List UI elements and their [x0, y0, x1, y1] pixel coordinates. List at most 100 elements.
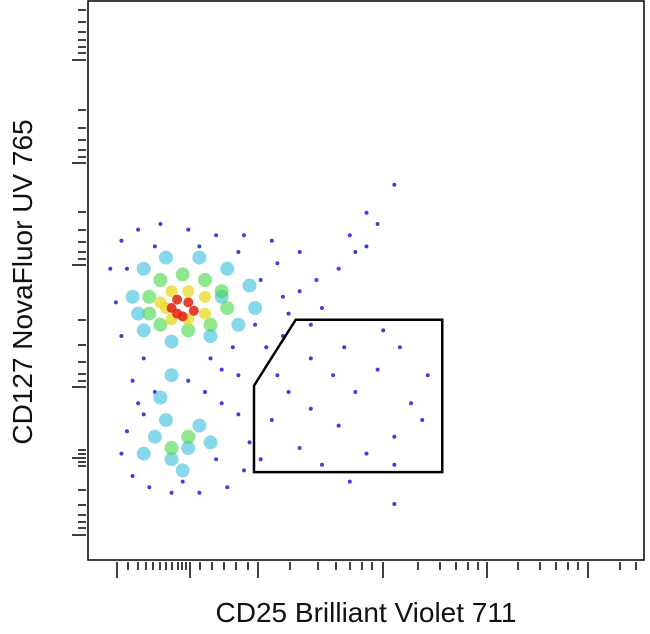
data-point	[188, 305, 199, 316]
data-point	[236, 412, 241, 417]
data-point	[347, 479, 352, 484]
data-point	[169, 490, 174, 495]
data-point	[158, 413, 173, 427]
data-point	[331, 373, 336, 378]
data-point	[220, 301, 235, 315]
data-point	[353, 250, 358, 254]
data-point	[198, 290, 211, 303]
data-point	[136, 401, 141, 406]
data-point	[264, 345, 269, 350]
data-point	[248, 301, 263, 315]
data-point	[319, 306, 324, 310]
data-point	[142, 306, 157, 321]
data-point	[308, 356, 313, 361]
data-point	[342, 345, 347, 350]
data-point	[181, 323, 196, 338]
data-point	[202, 390, 207, 394]
data-point	[198, 307, 211, 320]
data-point	[208, 356, 213, 361]
data-point	[241, 233, 246, 238]
data-point	[203, 435, 218, 450]
data-point	[124, 266, 129, 271]
data-point	[286, 390, 291, 394]
data-point	[113, 300, 118, 305]
data-point	[392, 434, 397, 439]
data-point	[131, 306, 146, 321]
data-point	[375, 222, 380, 226]
points	[108, 182, 430, 506]
data-point	[214, 457, 219, 462]
x-axis-label: CD25 Brilliant Violet 711	[216, 597, 517, 628]
data-point	[409, 401, 414, 406]
data-point	[197, 244, 202, 249]
data-point	[375, 367, 380, 372]
data-point	[364, 244, 369, 249]
data-point	[297, 446, 302, 450]
data-point	[175, 267, 190, 282]
y-axis-label: CD127 NovaFluor UV 765	[7, 119, 38, 444]
data-point	[203, 317, 218, 332]
data-point	[175, 463, 190, 478]
data-point	[136, 227, 141, 232]
data-point	[203, 329, 218, 343]
data-point	[392, 462, 397, 467]
data-point	[336, 423, 341, 428]
data-point	[172, 308, 183, 319]
data-point	[336, 266, 341, 271]
data-point	[253, 322, 258, 327]
data-point	[108, 266, 113, 271]
data-point	[186, 378, 191, 383]
data-point	[392, 182, 397, 187]
data-point	[142, 289, 157, 304]
data-point	[236, 250, 241, 254]
data-point	[258, 278, 263, 282]
data-point	[181, 441, 196, 455]
data-point	[147, 485, 152, 490]
plot-frame	[87, 0, 645, 561]
data-point	[183, 297, 194, 308]
data-point	[225, 485, 230, 490]
data-point	[230, 345, 235, 350]
data-point	[164, 452, 179, 467]
data-point	[158, 250, 173, 265]
data-point	[286, 311, 291, 316]
data-point	[425, 373, 430, 378]
data-point	[319, 462, 324, 467]
data-point	[392, 502, 397, 506]
data-point	[164, 441, 179, 455]
data-point	[220, 261, 235, 276]
data-point	[141, 412, 146, 417]
data-point	[308, 322, 313, 327]
data-point	[364, 210, 369, 215]
data-point	[181, 429, 196, 444]
data-point	[153, 390, 168, 405]
data-point	[314, 278, 319, 282]
data-point	[165, 285, 178, 298]
data-point	[182, 285, 195, 298]
data-point	[147, 429, 162, 444]
data-point	[397, 345, 402, 350]
data-point	[214, 284, 229, 299]
axis-ticks	[72, 9, 637, 578]
data-point	[353, 390, 358, 394]
data-point	[164, 334, 179, 349]
data-point	[124, 429, 129, 434]
data-point	[130, 378, 135, 383]
data-point	[242, 278, 257, 293]
data-point	[152, 244, 157, 249]
data-point	[280, 294, 285, 299]
data-point	[192, 250, 207, 265]
data-point	[275, 261, 280, 266]
data-point	[381, 328, 386, 333]
data-point	[153, 273, 168, 287]
data-point	[197, 273, 212, 287]
data-point	[258, 457, 263, 462]
data-point	[130, 474, 135, 478]
data-point	[197, 490, 202, 495]
data-point	[119, 451, 124, 456]
data-point	[219, 401, 224, 406]
data-point	[136, 261, 151, 276]
data-point	[186, 227, 191, 232]
